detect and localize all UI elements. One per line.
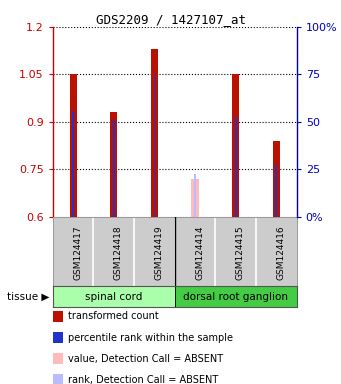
Text: percentile rank within the sample: percentile rank within the sample (68, 333, 233, 343)
Text: spinal cord: spinal cord (85, 291, 143, 302)
Text: tissue ▶: tissue ▶ (7, 291, 49, 302)
Text: GSM124415: GSM124415 (236, 225, 245, 280)
Text: dorsal root ganglion: dorsal root ganglion (183, 291, 288, 302)
Text: rank, Detection Call = ABSENT: rank, Detection Call = ABSENT (68, 375, 219, 384)
Bar (151, 49, 158, 217)
Bar (72, 111, 74, 217)
Bar (191, 179, 199, 217)
Bar (194, 174, 196, 217)
Bar (53, 286, 175, 307)
Bar (235, 117, 237, 217)
Bar (70, 74, 77, 217)
Bar (232, 74, 239, 217)
Bar (110, 113, 117, 217)
Text: GSM124419: GSM124419 (154, 225, 163, 280)
Bar (153, 74, 155, 217)
Text: transformed count: transformed count (68, 311, 159, 321)
Text: GSM124417: GSM124417 (73, 225, 82, 280)
Bar (113, 120, 115, 217)
Bar (276, 165, 277, 217)
Text: value, Detection Call = ABSENT: value, Detection Call = ABSENT (68, 354, 223, 364)
Bar (273, 141, 280, 217)
Text: GDS2209 / 1427107_at: GDS2209 / 1427107_at (95, 13, 246, 26)
Text: GSM124414: GSM124414 (195, 225, 204, 280)
Text: GSM124418: GSM124418 (114, 225, 123, 280)
Bar (175, 286, 297, 307)
Text: GSM124416: GSM124416 (276, 225, 285, 280)
